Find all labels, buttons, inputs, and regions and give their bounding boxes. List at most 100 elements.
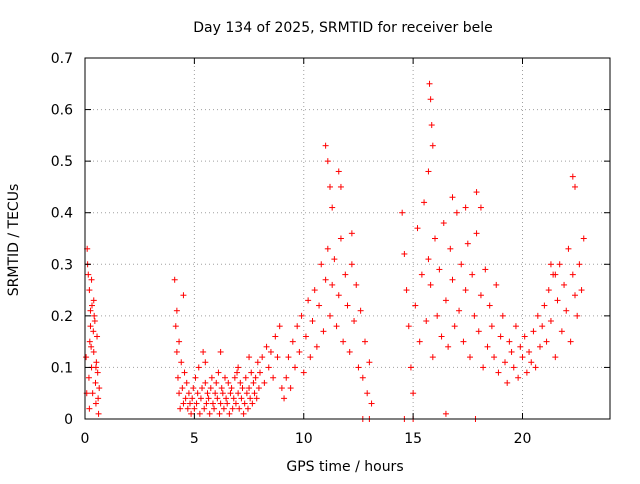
data-point — [442, 297, 449, 304]
data-point — [333, 323, 340, 330]
data-point — [403, 287, 410, 294]
data-point — [174, 374, 181, 381]
data-point — [248, 369, 255, 376]
data-point — [294, 323, 301, 330]
data-point — [547, 261, 554, 268]
data-point — [246, 385, 253, 392]
data-point — [218, 385, 225, 392]
y-tick-label: 0.7 — [51, 51, 73, 67]
data-point — [278, 385, 285, 392]
data-point — [215, 369, 222, 376]
data-point — [440, 220, 447, 227]
data-point — [209, 400, 216, 407]
data-point — [222, 374, 228, 381]
data-point — [405, 323, 412, 330]
data-point — [240, 410, 247, 417]
data-point — [307, 354, 314, 361]
data-point — [194, 390, 201, 397]
data-point — [234, 369, 241, 376]
data-point — [213, 379, 220, 386]
plot-frame — [84, 57, 611, 420]
data-point — [506, 338, 513, 345]
data-point — [464, 240, 471, 247]
data-point — [432, 235, 438, 242]
data-point — [202, 379, 209, 386]
data-point — [569, 271, 576, 278]
data-point — [249, 400, 256, 407]
y-tick-label: 0.3 — [51, 257, 73, 273]
data-point — [453, 209, 460, 216]
data-point — [320, 328, 327, 335]
data-point — [484, 343, 491, 350]
data-point — [201, 405, 208, 412]
data-point — [493, 281, 500, 288]
data-point — [447, 245, 454, 252]
data-point — [429, 142, 436, 149]
y-tick-label: 0.5 — [51, 154, 73, 170]
data-point — [460, 338, 467, 345]
data-point — [251, 390, 258, 397]
data-point — [488, 323, 495, 330]
data-point — [451, 323, 458, 330]
data-point — [188, 410, 195, 417]
data-point — [471, 312, 478, 319]
data-point — [469, 271, 476, 278]
data-point — [238, 395, 245, 402]
data-point — [206, 410, 213, 417]
data-point — [267, 348, 274, 355]
data-point — [442, 410, 449, 417]
data-point — [512, 323, 519, 330]
data-point — [88, 276, 95, 283]
data-point — [346, 348, 353, 355]
data-point — [181, 369, 188, 376]
data-point — [558, 328, 565, 335]
data-point — [401, 250, 408, 257]
data-point — [458, 261, 465, 268]
data-point — [344, 302, 351, 309]
data-point — [226, 410, 233, 417]
data-point — [298, 312, 305, 319]
data-point — [252, 374, 259, 381]
data-point — [497, 333, 504, 340]
data-point — [92, 379, 99, 386]
data-point — [195, 364, 202, 371]
data-point — [547, 318, 554, 325]
data-point — [203, 400, 210, 407]
data-point — [85, 374, 92, 381]
data-point — [337, 183, 344, 190]
data-point — [244, 405, 251, 412]
data-point — [255, 385, 262, 392]
data-point — [302, 333, 309, 340]
data-point — [499, 312, 506, 319]
data-point — [289, 338, 296, 345]
data-point — [351, 318, 358, 325]
data-point — [94, 333, 101, 340]
data-point — [270, 374, 277, 381]
data-point — [416, 338, 423, 345]
data-point — [434, 312, 441, 319]
data-point — [90, 348, 97, 355]
data-point — [197, 395, 204, 402]
data-point — [473, 189, 480, 196]
data-point — [311, 287, 318, 294]
data-point — [318, 261, 325, 268]
data-point — [322, 142, 329, 149]
data-point — [190, 385, 197, 392]
data-point — [263, 343, 270, 350]
data-point — [173, 348, 180, 355]
data-point — [504, 379, 511, 386]
data-point — [274, 354, 281, 361]
data-point — [235, 364, 242, 371]
data-point — [177, 405, 184, 412]
data-point — [462, 287, 469, 294]
data-point — [324, 158, 331, 165]
data-point — [90, 328, 97, 335]
data-point — [495, 369, 502, 376]
y-tick-label: 0.1 — [51, 360, 73, 376]
data-point — [227, 390, 234, 397]
data-point — [335, 292, 342, 299]
data-point — [83, 354, 90, 361]
data-point — [565, 245, 572, 252]
data-point — [436, 266, 443, 273]
data-point — [180, 292, 187, 299]
